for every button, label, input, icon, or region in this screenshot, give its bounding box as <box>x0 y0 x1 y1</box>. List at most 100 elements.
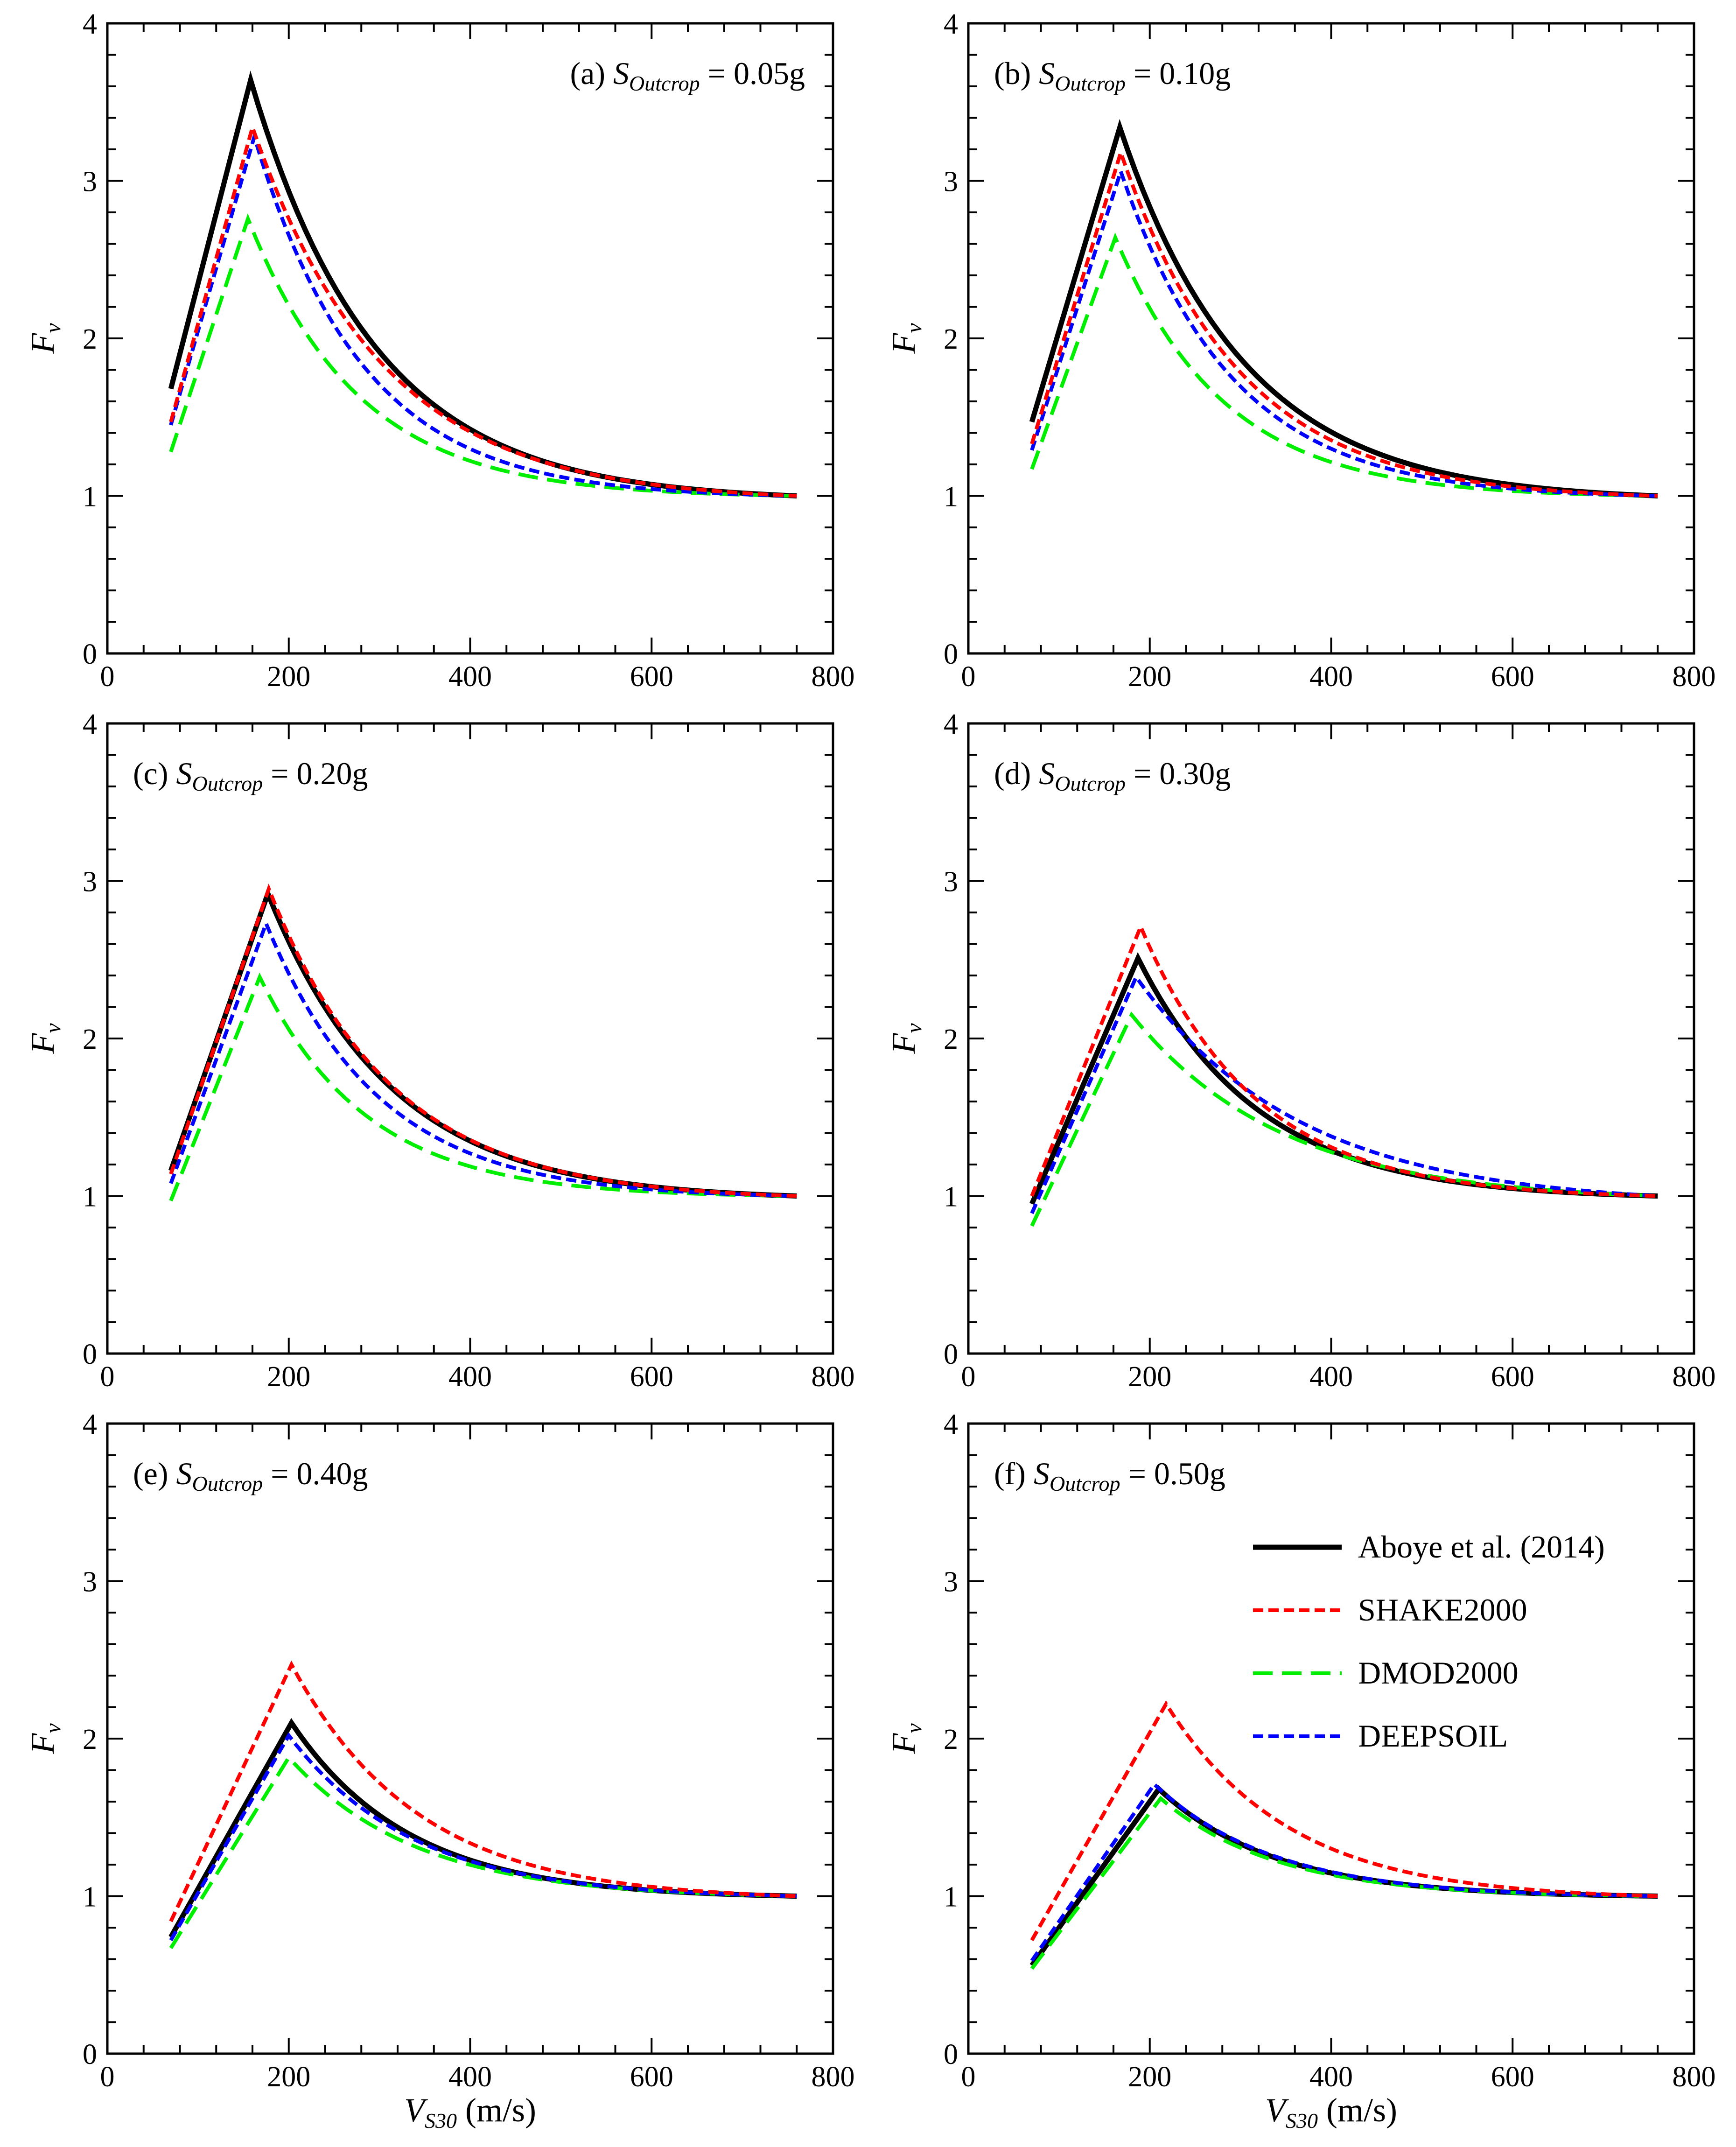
x-tick-label: 800 <box>812 1361 855 1393</box>
series-line-dmod <box>169 1754 797 1950</box>
series-line-dmod <box>169 213 797 498</box>
series-line-shake <box>169 121 797 498</box>
series-line-shake <box>1030 147 1658 498</box>
legend-label-shake: SHAKE2000 <box>1358 1592 1527 1628</box>
y-tick-label: 2 <box>944 1724 958 1755</box>
legend-label-aboye: Aboye et al. (2014) <box>1358 1529 1605 1565</box>
y-axis-label: Fv <box>24 1723 65 1754</box>
series-line-deepsoil <box>169 130 797 498</box>
x-tick-label: 800 <box>1673 2061 1716 2093</box>
y-tick-label: 4 <box>83 1409 97 1440</box>
plot-frame <box>106 22 834 655</box>
x-tick-label: 600 <box>1491 661 1534 693</box>
y-axis-label: Fv <box>24 323 65 354</box>
panel-b: 0 200 400 600 800 0 1 2 3 4 Fv (b) SOutcrop = 0.10g <box>885 8 1716 693</box>
y-tick-label: 0 <box>944 638 958 670</box>
series-line-shake <box>169 1660 797 1922</box>
series-line-deepsoil <box>169 918 797 1198</box>
series-line-dmod <box>1030 1796 1658 1970</box>
panel-d: 0 200 400 600 800 0 1 2 3 4 Fv (d) SOutcrop = 0.30g <box>885 709 1716 1393</box>
panel-title: (e) SOutcrop = 0.40g <box>133 1456 368 1495</box>
plot-frame <box>967 722 1695 1355</box>
panel-e: 0 200 400 600 800 0 1 2 3 4 Fv VS30 (m/s) (e) SOutcr… <box>24 1409 855 2133</box>
series-line-shake <box>1030 922 1658 1198</box>
y-tick-label: 1 <box>944 481 958 513</box>
y-tick-label: 3 <box>83 1566 97 1598</box>
y-tick-label: 0 <box>83 638 97 670</box>
x-tick-label: 800 <box>1673 1361 1716 1393</box>
x-tick-label: 0 <box>961 2061 976 2093</box>
y-axis-label: Fv <box>885 1023 926 1054</box>
y-tick-label: 4 <box>83 709 97 740</box>
series-line-dmod <box>1030 232 1658 498</box>
panel-c: 0 200 400 600 800 0 1 2 3 4 Fv (c) SOutcrop = 0.20g <box>24 709 855 1393</box>
x-tick-label: 600 <box>1491 1361 1534 1393</box>
series-line-deepsoil <box>1030 165 1658 498</box>
panel-title: (c) SOutcrop = 0.20g <box>133 756 368 795</box>
series-line-deepsoil <box>1030 973 1658 1214</box>
x-tick-label: 400 <box>448 661 492 693</box>
x-axis-label: VS30 (m/s) <box>404 2091 536 2133</box>
series-line-aboye <box>1029 119 1658 498</box>
series-line-shake <box>169 883 797 1198</box>
x-tick-label: 200 <box>1128 2061 1171 2093</box>
series-line-deepsoil <box>1030 1781 1658 1962</box>
y-tick-label: 2 <box>83 1724 97 1755</box>
x-tick-label: 400 <box>1309 1361 1353 1393</box>
y-axis-label: Fv <box>885 1723 926 1754</box>
legend: Aboye et al. (2014) SHAKE2000 DMOD2000 DEEP… <box>1253 1529 1605 1754</box>
x-tick-label: 800 <box>1673 661 1716 693</box>
x-tick-label: 200 <box>1128 661 1171 693</box>
x-tick-label: 400 <box>448 2061 492 2093</box>
y-tick-label: 4 <box>944 709 958 740</box>
y-tick-label: 2 <box>83 1024 97 1055</box>
series-line-aboye <box>1029 952 1658 1205</box>
x-tick-label: 200 <box>267 1361 310 1393</box>
y-tick-label: 1 <box>83 1881 97 1913</box>
x-tick-label: 200 <box>267 661 310 693</box>
y-tick-label: 3 <box>944 1566 958 1598</box>
panel-title: (b) SOutcrop = 0.10g <box>994 56 1231 95</box>
plot-frame <box>106 722 834 1355</box>
y-tick-label: 3 <box>83 166 97 198</box>
y-tick-label: 0 <box>83 1339 97 1370</box>
y-tick-label: 3 <box>944 866 958 898</box>
y-tick-label: 4 <box>944 8 958 40</box>
y-tick-label: 0 <box>944 2039 958 2070</box>
x-tick-label: 800 <box>812 661 855 693</box>
x-tick-label: 0 <box>100 661 115 693</box>
y-tick-label: 3 <box>944 166 958 198</box>
x-tick-label: 200 <box>1128 1361 1171 1393</box>
y-tick-label: 1 <box>944 1181 958 1213</box>
series-line-aboye <box>168 886 797 1199</box>
x-tick-label: 600 <box>1491 2061 1534 2093</box>
series-line-aboye <box>168 1718 797 1938</box>
plot-frame <box>967 1422 1695 2055</box>
x-tick-label: 600 <box>630 1361 673 1393</box>
x-tick-label: 0 <box>961 1361 976 1393</box>
x-tick-label: 800 <box>812 2061 855 2093</box>
x-tick-label: 0 <box>961 661 976 693</box>
legend-label-dmod: DMOD2000 <box>1358 1655 1519 1691</box>
y-tick-label: 0 <box>944 1339 958 1370</box>
panel-title: (d) SOutcrop = 0.30g <box>994 756 1231 795</box>
x-tick-label: 400 <box>1309 2061 1353 2093</box>
x-tick-label: 200 <box>267 2061 310 2093</box>
series-line-shake <box>1030 1700 1658 1941</box>
y-axis-label: Fv <box>885 323 926 354</box>
x-tick-label: 600 <box>630 2061 673 2093</box>
x-tick-label: 0 <box>100 2061 115 2093</box>
x-tick-label: 0 <box>100 1361 115 1393</box>
x-tick-label: 400 <box>448 1361 492 1393</box>
plot-frame <box>967 22 1695 655</box>
y-tick-label: 3 <box>83 866 97 898</box>
panel-title: (a) SOutcrop = 0.05g <box>570 56 805 95</box>
plot-frame <box>106 1422 834 2055</box>
panel-a: 0 200 400 600 800 0 1 2 3 4 Fv (a) SOutcrop = 0.05g <box>24 8 855 693</box>
series-line-deepsoil <box>169 1732 797 1941</box>
y-tick-label: 1 <box>83 481 97 513</box>
y-tick-label: 1 <box>944 1881 958 1913</box>
y-tick-label: 2 <box>83 323 97 355</box>
x-tick-label: 600 <box>630 661 673 693</box>
